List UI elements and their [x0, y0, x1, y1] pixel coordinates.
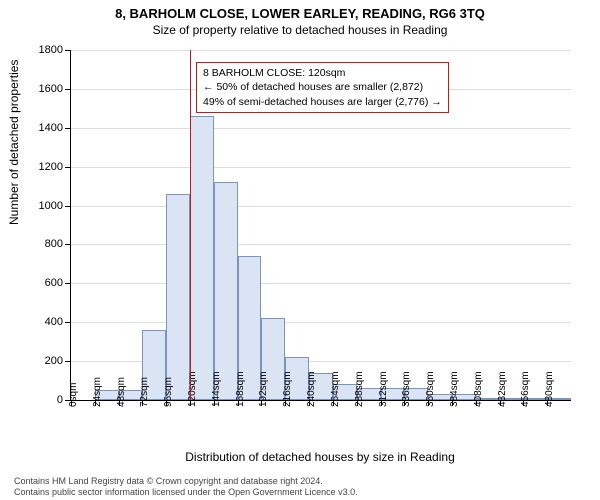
y-tick-label: 1400 — [39, 122, 71, 134]
y-tick-label: 200 — [45, 355, 71, 367]
y-tick-label: 400 — [45, 316, 71, 328]
x-tick-label: 432sqm — [497, 371, 508, 407]
x-tick-label: 288sqm — [354, 371, 365, 407]
x-tick-label: 96sqm — [163, 377, 174, 407]
y-tick-label: 1800 — [39, 44, 71, 56]
x-tick-label: 120sqm — [187, 371, 198, 407]
x-tick-label: 336sqm — [401, 371, 412, 407]
grid-line — [71, 50, 571, 51]
x-tick-label: 144sqm — [211, 371, 222, 407]
x-tick-label: 24sqm — [92, 377, 103, 407]
annotation-line: ← 50% of detached houses are smaller (2,… — [203, 80, 442, 94]
x-tick-label: 192sqm — [258, 371, 269, 407]
y-tick-label: 1200 — [39, 161, 71, 173]
grid-line — [71, 322, 571, 323]
grid-line — [71, 244, 571, 245]
x-axis-title: Distribution of detached houses by size … — [70, 450, 570, 464]
x-tick-label: 0sqm — [68, 383, 79, 407]
y-axis-title: Number of detached properties — [7, 60, 21, 225]
x-tick-label: 312sqm — [378, 371, 389, 407]
reference-line — [190, 50, 191, 400]
y-tick-label: 1600 — [39, 83, 71, 95]
grid-line — [71, 167, 571, 168]
y-tick-label: 1000 — [39, 200, 71, 212]
x-tick-label: 168sqm — [235, 371, 246, 407]
y-tick-label: 800 — [45, 238, 71, 250]
x-tick-label: 216sqm — [282, 371, 293, 407]
x-tick-label: 72sqm — [139, 377, 150, 407]
annotation-line: 49% of semi-detached houses are larger (… — [203, 95, 442, 109]
histogram-bar — [214, 182, 238, 400]
grid-line — [71, 206, 571, 207]
footer-line-2: Contains public sector information licen… — [14, 487, 358, 498]
page-subtitle: Size of property relative to detached ho… — [0, 21, 600, 37]
x-tick-label: 240sqm — [306, 371, 317, 407]
x-tick-label: 408sqm — [473, 371, 484, 407]
footer-line-1: Contains HM Land Registry data © Crown c… — [14, 476, 358, 487]
footer-attribution: Contains HM Land Registry data © Crown c… — [14, 476, 358, 499]
x-tick-label: 48sqm — [116, 377, 127, 407]
page-title: 8, BARHOLM CLOSE, LOWER EARLEY, READING,… — [0, 0, 600, 21]
histogram-bar — [166, 194, 190, 400]
y-tick-label: 600 — [45, 277, 71, 289]
histogram-chart: 0200400600800100012001400160018000sqm24s… — [70, 50, 571, 401]
histogram-bar — [190, 116, 214, 400]
x-tick-label: 264sqm — [330, 371, 341, 407]
grid-line — [71, 283, 571, 284]
annotation-box: 8 BARHOLM CLOSE: 120sqm← 50% of detached… — [196, 62, 449, 113]
x-tick-label: 384sqm — [449, 371, 460, 407]
x-tick-label: 480sqm — [544, 371, 555, 407]
x-tick-label: 456sqm — [520, 371, 531, 407]
grid-line — [71, 128, 571, 129]
x-tick-label: 360sqm — [425, 371, 436, 407]
annotation-line: 8 BARHOLM CLOSE: 120sqm — [203, 66, 442, 80]
